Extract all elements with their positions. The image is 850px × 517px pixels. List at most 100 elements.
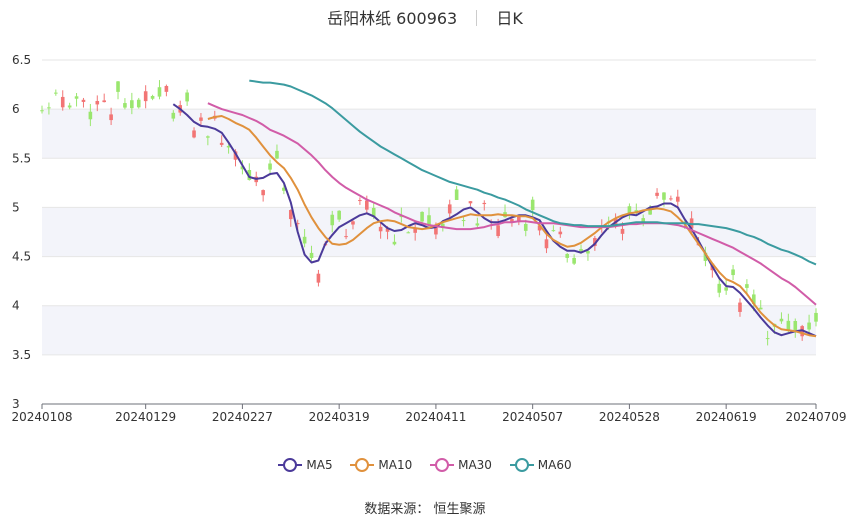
- candle-body: [551, 230, 556, 232]
- title-separator: [476, 10, 478, 26]
- candle-body: [157, 87, 162, 97]
- candle-body: [371, 207, 376, 217]
- x-axis: 20240108 20240129 20240227 20240319 20240411…: [11, 403, 847, 424]
- candle-body: [240, 166, 245, 170]
- candle-body: [406, 232, 411, 234]
- candle-body: [420, 211, 424, 222]
- grid-lines: [42, 59, 816, 405]
- candle-body: [233, 151, 238, 160]
- y-tick-label: 5: [12, 200, 20, 214]
- x-tick-label: 20240528: [599, 410, 660, 424]
- candle-body: [358, 200, 362, 202]
- candle-body: [88, 111, 93, 120]
- candle-body: [675, 196, 680, 202]
- candle-body: [378, 226, 383, 232]
- y-tick-label: 6.5: [12, 53, 31, 67]
- legend-item-ma10[interactable]: MA10: [350, 458, 412, 472]
- candle-body: [461, 220, 466, 222]
- y-tick-label: 3: [12, 397, 20, 411]
- candle-body: [81, 99, 86, 102]
- candle-body: [123, 103, 127, 108]
- candle-body: [447, 204, 452, 214]
- candle-body: [102, 100, 106, 103]
- legend-item-ma5[interactable]: MA5: [278, 458, 333, 472]
- candle-body: [365, 200, 369, 210]
- candle-body: [745, 284, 749, 288]
- candle-body: [786, 320, 791, 331]
- candle-body: [109, 114, 113, 121]
- candle-body: [530, 199, 535, 211]
- series-line-ma60: [249, 79, 817, 266]
- candle-body: [74, 96, 79, 99]
- legend-marker-icon: [278, 458, 303, 472]
- candle-body: [752, 294, 756, 304]
- data-source: 数据来源： 恒生聚源: [364, 502, 486, 517]
- x-tick-label: 20240507: [502, 410, 563, 424]
- candle-body: [143, 91, 148, 102]
- legend-item-ma60[interactable]: MA60: [509, 458, 572, 472]
- candle-body: [579, 249, 583, 252]
- legend-label: MA5: [306, 458, 333, 472]
- candle-body: [669, 198, 673, 200]
- candle-body: [185, 92, 189, 102]
- legend-label: MA10: [378, 458, 413, 472]
- candle-body: [517, 216, 521, 223]
- candle-body: [454, 189, 459, 200]
- y-tick-label: 3.5: [12, 348, 31, 362]
- candle-body: [192, 130, 196, 138]
- candle-body: [482, 202, 487, 205]
- background-bands: [42, 109, 816, 355]
- candle-body: [40, 110, 44, 112]
- candle-body: [620, 228, 625, 234]
- series-line-ma30: [207, 102, 817, 306]
- candle-body: [226, 145, 231, 148]
- candle-body: [807, 322, 811, 330]
- candle-body: [558, 231, 563, 235]
- candle-body: [648, 207, 652, 215]
- candle-body: [724, 287, 728, 291]
- candle-body: [60, 96, 65, 108]
- candle-body: [468, 201, 473, 204]
- candle-body: [779, 318, 784, 322]
- candle-body: [434, 226, 438, 235]
- candle-body: [738, 302, 742, 312]
- legend-item-ma30[interactable]: MA30: [430, 458, 492, 472]
- y-tick-label: 4: [12, 299, 20, 313]
- candle-body: [206, 136, 210, 138]
- candle-body: [731, 269, 735, 276]
- legend: MA5 MA10 MA30 MA60: [0, 458, 850, 475]
- x-tick-label: 20240619: [696, 410, 757, 424]
- x-tick-label: 20240319: [309, 410, 370, 424]
- candle-body: [199, 117, 203, 121]
- candle-body: [164, 85, 169, 92]
- grid-band: [42, 305, 816, 355]
- candle-body: [523, 223, 528, 231]
- candle-body: [344, 236, 348, 238]
- candle-body: [427, 215, 431, 226]
- y-tick-label: 6: [12, 102, 20, 116]
- candle-body: [316, 273, 321, 283]
- series-line-ma10: [207, 115, 817, 338]
- candle-body: [95, 100, 100, 105]
- candle-body: [295, 223, 300, 225]
- legend-marker-icon: [430, 458, 455, 472]
- moving-average-lines: [172, 79, 817, 338]
- candle-body: [586, 251, 590, 254]
- candle-body: [392, 241, 397, 245]
- candle-body: [385, 228, 390, 232]
- candle-body: [413, 228, 417, 233]
- legend-label: MA60: [537, 458, 572, 472]
- candle-body: [282, 187, 286, 191]
- candle-body: [662, 192, 666, 200]
- candle-body: [537, 225, 542, 231]
- chart-title: 岳阳林纸 600963 日K: [0, 5, 850, 29]
- candle-body: [130, 100, 134, 109]
- candle-body: [758, 307, 763, 310]
- candle-body: [510, 218, 514, 223]
- candle-body: [67, 105, 72, 108]
- x-tick-label: 20240129: [115, 410, 176, 424]
- candle-body: [275, 150, 279, 159]
- candle-body: [717, 283, 722, 293]
- candle-body: [330, 214, 335, 226]
- legend-marker-icon: [509, 458, 534, 472]
